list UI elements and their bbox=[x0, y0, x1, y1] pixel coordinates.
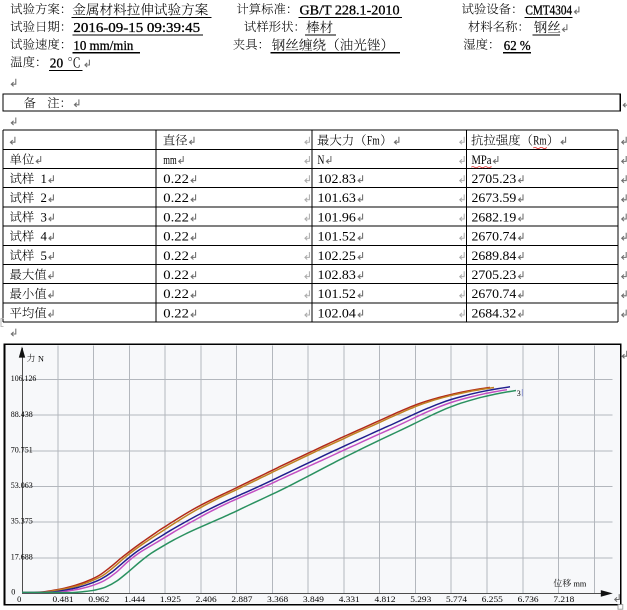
svg-text:2016-09-15 09:39:45: 2016-09-15 09:39:45 bbox=[73, 20, 200, 35]
svg-text:MPa: MPa bbox=[472, 153, 492, 167]
svg-text:2: 2 bbox=[41, 191, 47, 205]
svg-text:0: 0 bbox=[11, 588, 15, 597]
svg-text:0.22: 0.22 bbox=[163, 268, 189, 282]
svg-text:102.83: 102.83 bbox=[318, 172, 356, 186]
svg-text:17.688: 17.688 bbox=[11, 552, 33, 561]
svg-text:3.849: 3.849 bbox=[303, 595, 324, 604]
svg-text:0.22: 0.22 bbox=[163, 287, 189, 301]
svg-text:101.52: 101.52 bbox=[318, 230, 356, 244]
svg-text:mm: mm bbox=[163, 153, 176, 167]
svg-text:2682.19: 2682.19 bbox=[472, 210, 517, 224]
svg-text:2705.23: 2705.23 bbox=[472, 268, 517, 282]
svg-text:6.736: 6.736 bbox=[518, 595, 539, 604]
svg-text:2.887: 2.887 bbox=[231, 595, 252, 604]
svg-text:Rm: Rm bbox=[533, 134, 546, 148]
svg-text:4.812: 4.812 bbox=[375, 595, 396, 604]
svg-text:2705.23: 2705.23 bbox=[472, 172, 517, 186]
svg-text:2670.74: 2670.74 bbox=[472, 287, 517, 301]
svg-text:10 mm/min: 10 mm/min bbox=[73, 38, 133, 53]
svg-text:2.406: 2.406 bbox=[196, 595, 217, 604]
svg-text:20: 20 bbox=[50, 56, 64, 71]
svg-text:0.22: 0.22 bbox=[163, 230, 189, 244]
svg-text:0.22: 0.22 bbox=[163, 172, 189, 186]
svg-text:0.962: 0.962 bbox=[88, 595, 109, 604]
svg-text:101.63: 101.63 bbox=[318, 191, 356, 205]
svg-text:2684.32: 2684.32 bbox=[472, 306, 517, 320]
svg-text:GB/T 228.1-2010: GB/T 228.1-2010 bbox=[300, 2, 400, 17]
svg-text:3: 3 bbox=[41, 210, 47, 224]
svg-text:7.218: 7.218 bbox=[553, 595, 574, 604]
svg-text:102.04: 102.04 bbox=[318, 306, 357, 320]
svg-text:53.063: 53.063 bbox=[11, 481, 33, 490]
svg-text:3: 3 bbox=[517, 389, 521, 398]
svg-text:Fm: Fm bbox=[367, 134, 380, 148]
svg-text:0.481: 0.481 bbox=[53, 595, 74, 604]
svg-text:0: 0 bbox=[17, 595, 21, 604]
svg-text:101.96: 101.96 bbox=[318, 210, 357, 224]
svg-text:88.438: 88.438 bbox=[11, 410, 33, 419]
svg-text:4.331: 4.331 bbox=[339, 595, 360, 604]
svg-text:70.751: 70.751 bbox=[11, 445, 33, 454]
svg-text:1: 1 bbox=[41, 172, 47, 186]
svg-text:35.375: 35.375 bbox=[11, 517, 33, 526]
svg-text:4: 4 bbox=[41, 230, 48, 244]
svg-text:N: N bbox=[318, 153, 325, 167]
svg-text:6.255: 6.255 bbox=[482, 595, 503, 604]
svg-text:mm: mm bbox=[574, 579, 587, 588]
svg-text:3.368: 3.368 bbox=[267, 595, 288, 604]
svg-text:1.444: 1.444 bbox=[124, 595, 145, 604]
svg-text:5.774: 5.774 bbox=[446, 595, 467, 604]
svg-text:5: 5 bbox=[41, 249, 47, 263]
svg-text:0.22: 0.22 bbox=[163, 191, 189, 205]
svg-text:0.22: 0.22 bbox=[163, 249, 189, 263]
svg-text:N: N bbox=[38, 354, 44, 363]
svg-text:106.126: 106.126 bbox=[11, 374, 37, 383]
svg-text:101.52: 101.52 bbox=[318, 287, 356, 301]
svg-text:1.925: 1.925 bbox=[160, 595, 181, 604]
svg-text:102.25: 102.25 bbox=[318, 249, 356, 263]
svg-text:0.22: 0.22 bbox=[163, 210, 189, 224]
svg-text:0.22: 0.22 bbox=[163, 306, 189, 320]
svg-text:2673.59: 2673.59 bbox=[472, 191, 517, 205]
svg-text:5.293: 5.293 bbox=[410, 595, 431, 604]
svg-text:2670.74: 2670.74 bbox=[472, 230, 517, 244]
svg-text:2689.84: 2689.84 bbox=[472, 249, 517, 263]
svg-text:CMT4304: CMT4304 bbox=[525, 2, 572, 17]
svg-text:102.83: 102.83 bbox=[318, 268, 356, 282]
svg-text:62 %: 62 % bbox=[504, 38, 531, 53]
